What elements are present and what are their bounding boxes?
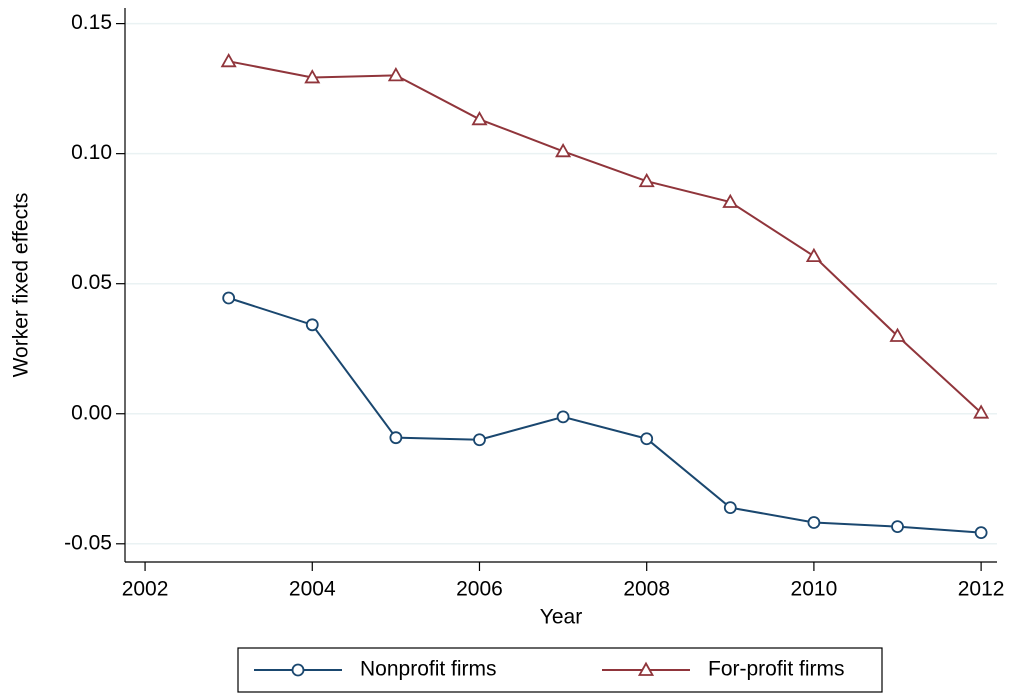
y-tick-label: 0.10 bbox=[71, 141, 112, 164]
point bbox=[637, 661, 655, 676]
point bbox=[556, 410, 570, 424]
point bbox=[555, 142, 572, 158]
point bbox=[305, 318, 319, 332]
legend-label: For-profit firms bbox=[708, 658, 845, 681]
point bbox=[973, 404, 990, 419]
point bbox=[638, 172, 655, 188]
point bbox=[722, 193, 739, 208]
legend-label: Nonprofit firms bbox=[360, 658, 497, 681]
point bbox=[471, 110, 488, 126]
y-tick-label: 0.15 bbox=[71, 11, 112, 34]
point bbox=[220, 52, 237, 68]
y-tick-label: 0.05 bbox=[71, 271, 112, 294]
x-axis-label: Year bbox=[540, 606, 582, 629]
point bbox=[805, 247, 822, 263]
point bbox=[473, 433, 486, 447]
x-tick-label: 2006 bbox=[456, 578, 503, 601]
y-tick-label: -0.05 bbox=[64, 531, 112, 554]
x-tick-label: 2008 bbox=[623, 578, 670, 601]
series-line bbox=[228, 297, 982, 534]
point bbox=[389, 431, 403, 445]
point bbox=[974, 526, 988, 540]
legend-box bbox=[237, 647, 883, 693]
x-tick-label: 2002 bbox=[122, 578, 169, 601]
y-tick-label: 0.00 bbox=[71, 401, 112, 424]
point bbox=[723, 501, 737, 515]
point bbox=[640, 432, 654, 446]
series-line bbox=[228, 60, 982, 414]
point bbox=[304, 69, 321, 84]
x-tick-label: 2012 bbox=[958, 578, 1005, 601]
y-axis-label: Worker fixed effects bbox=[10, 193, 33, 378]
x-tick-label: 2004 bbox=[289, 578, 336, 601]
point bbox=[387, 67, 404, 82]
point bbox=[807, 516, 821, 529]
point bbox=[889, 327, 906, 342]
point bbox=[891, 520, 904, 534]
point bbox=[222, 291, 236, 305]
point bbox=[291, 663, 305, 677]
x-tick-label: 2010 bbox=[791, 578, 838, 601]
